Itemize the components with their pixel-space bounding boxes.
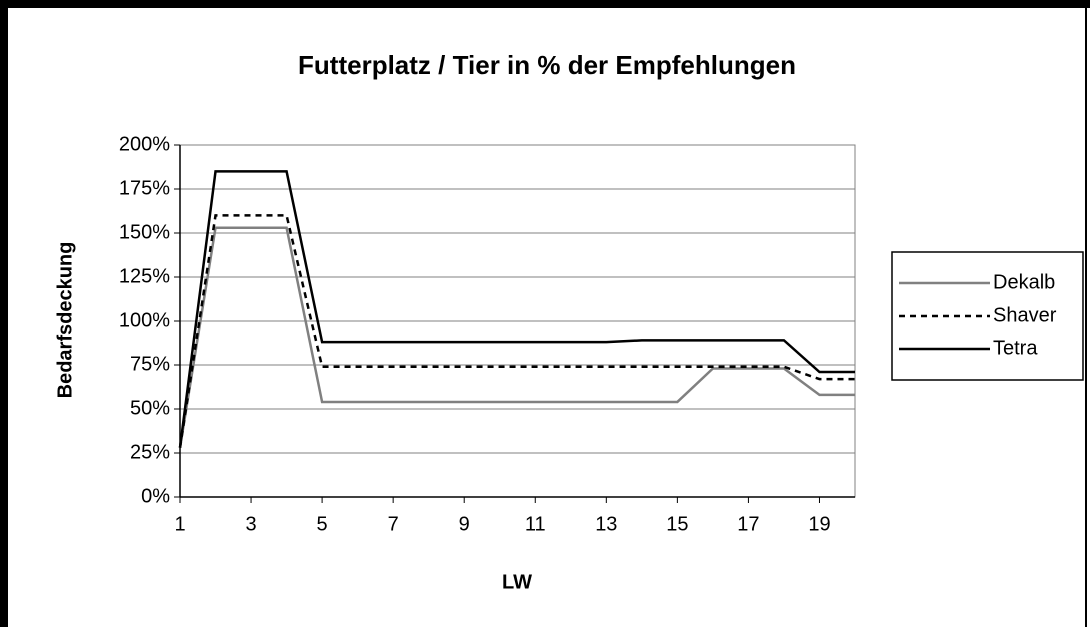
y-tick-label: 25% <box>130 441 170 463</box>
y-tick-label: 150% <box>119 221 170 243</box>
y-tick-label: 175% <box>119 177 170 199</box>
legend-label: Shaver <box>993 304 1057 326</box>
x-axis-label: LW <box>502 571 532 593</box>
y-tick-label: 50% <box>130 397 170 419</box>
x-tick-label: 7 <box>388 513 399 535</box>
series-line <box>178 226 855 448</box>
y-tick-label: 0% <box>141 485 170 507</box>
x-tick-label: 5 <box>317 513 328 535</box>
chart-title: Futterplatz / Tier in % der Empfehlungen <box>298 50 796 80</box>
x-tick-label: 9 <box>459 513 470 535</box>
x-tick-label: 15 <box>666 513 688 535</box>
x-tick-label: 1 <box>174 513 185 535</box>
x-tick-label: 19 <box>808 513 830 535</box>
series-line <box>178 214 855 448</box>
x-tick-label: 13 <box>595 513 617 535</box>
legend-label: Tetra <box>993 337 1038 359</box>
x-tick-label: 17 <box>737 513 759 535</box>
legend-label: Dekalb <box>993 271 1055 293</box>
y-tick-label: 100% <box>119 309 170 331</box>
x-tick-label: 3 <box>245 513 256 535</box>
y-tick-label: 125% <box>119 265 170 287</box>
y-tick-label: 75% <box>130 353 170 375</box>
y-axis-label: Bedarfsdeckung <box>54 242 76 399</box>
x-tick-label: 11 <box>525 513 546 535</box>
series-line <box>178 170 855 448</box>
y-tick-label: 200% <box>119 133 170 155</box>
